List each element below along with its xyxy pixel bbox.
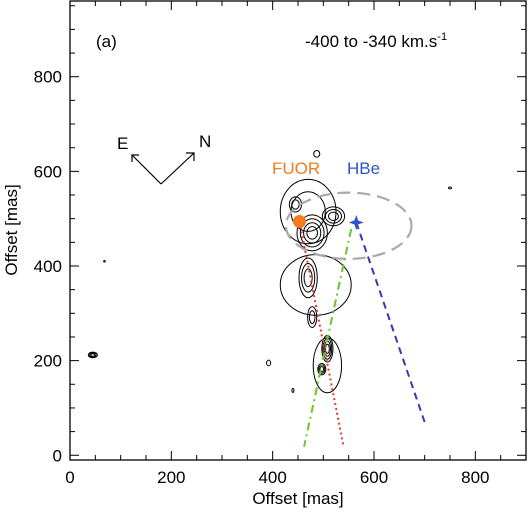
velocity-unit-exponent: -1 [437, 31, 447, 43]
jet-axis-line [298, 221, 345, 447]
y-tick-label: 800 [34, 68, 62, 87]
y-tick-label: 400 [34, 257, 62, 276]
contour-level [303, 222, 322, 244]
jet-axis-line [355, 222, 426, 423]
compass [131, 152, 195, 185]
velocity-range-label: -400 to -340 km.s-1 [305, 31, 447, 51]
contour-level [90, 353, 96, 357]
compass-east-arrow [131, 154, 162, 185]
contour-level [301, 262, 316, 293]
contour-map [87, 150, 453, 394]
contour-level [291, 388, 295, 393]
contour-level [308, 310, 316, 325]
source-label-hbe: HBe [347, 159, 380, 178]
x-tick-label: 200 [157, 468, 185, 487]
compass-east-arrowhead [131, 154, 139, 162]
contour-level [103, 259, 106, 263]
hbe-marker [348, 215, 364, 230]
compass-east-label: E [117, 134, 128, 153]
contour-level [319, 366, 325, 373]
contour-level [303, 268, 313, 288]
x-tick-label: 400 [258, 468, 286, 487]
panel-label: (a) [96, 32, 117, 51]
velocity-range-text: -400 to -340 km.s [305, 32, 437, 51]
contour-level [321, 206, 346, 227]
contour-level [306, 226, 318, 240]
y-axis-title: Offset [mas] [2, 184, 21, 275]
x-axis-title: Offset [mas] [252, 489, 343, 508]
contour-level [299, 218, 325, 248]
source-label-fuor: FUOR [272, 159, 320, 178]
tick-labels: 0 200 400 600 800 0 200 400 600 800 [34, 68, 490, 487]
x-tick-label: 0 [65, 468, 74, 487]
contour-level [313, 150, 321, 158]
compass-north-arrow [160, 152, 195, 185]
contour-level [317, 362, 327, 376]
contour-level [266, 359, 272, 367]
overlay-lines [284, 191, 426, 447]
contour-level [328, 211, 339, 222]
contour-level [291, 199, 300, 210]
contour-level [307, 306, 318, 329]
y-tick-label: 0 [53, 446, 62, 465]
y-tick-label: 200 [34, 352, 62, 371]
jet-axis-line [303, 228, 353, 447]
contour-level [87, 351, 98, 359]
y-tick-label: 600 [34, 162, 62, 181]
source-region-ellipse [284, 191, 413, 260]
plot-frame [69, 0, 527, 461]
contour-level [296, 214, 328, 252]
contour-level [447, 186, 453, 190]
fuor-marker [293, 215, 307, 229]
contour-level [279, 178, 337, 245]
source-markers [293, 215, 364, 230]
contour-level [324, 343, 330, 354]
contour-level [89, 352, 97, 358]
axis-ticks [69, 1, 527, 460]
x-tick-label: 800 [461, 468, 489, 487]
contour-level [324, 208, 343, 224]
x-tick-label: 600 [360, 468, 388, 487]
contour-level [298, 257, 318, 299]
compass-north-label: N [199, 132, 211, 151]
compass-north-arrowhead [186, 152, 195, 161]
